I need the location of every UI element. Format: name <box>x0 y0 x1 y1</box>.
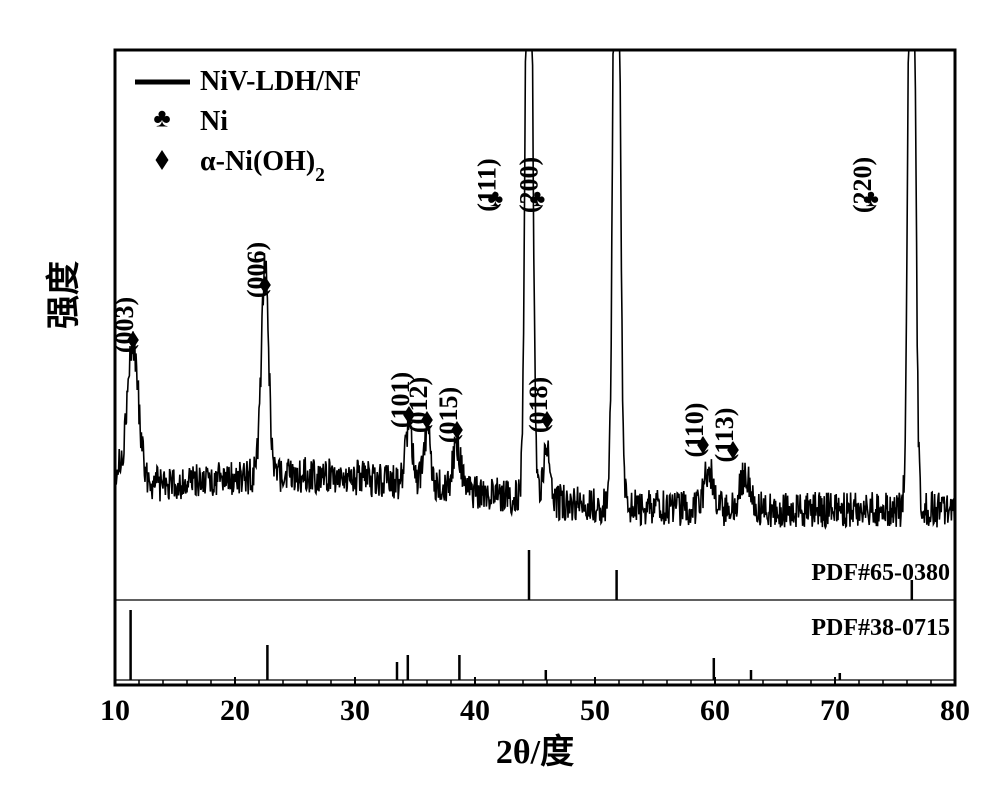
peak-label: (003) <box>110 297 139 353</box>
club-icon: ♣ <box>153 103 170 133</box>
x-tick-label: 30 <box>340 694 370 727</box>
xrd-chart: 10 20 30 40 50 60 70 80 2θ/度 强度 PDF#65-0380 PDF#38-… <box>20 20 980 789</box>
peak-label: (015) <box>434 387 463 443</box>
x-tick-label: 80 <box>940 694 970 727</box>
y-axis-label: 强度 <box>45 261 83 329</box>
peak-label: (012) <box>404 377 433 433</box>
x-tick-label: 70 <box>820 694 850 727</box>
legend-label: NiV-LDH/NF <box>200 66 361 97</box>
x-tick-label: 60 <box>700 694 730 727</box>
legend-label: Ni <box>200 106 228 137</box>
pdf-card-label: PDF#38-0715 <box>811 615 950 641</box>
peak-label: (220) <box>848 157 877 213</box>
peak-label: (006) <box>242 242 271 298</box>
x-tick-label: 10 <box>100 694 130 727</box>
peak-label: (110) <box>680 403 709 458</box>
peak-label: (018) <box>524 377 553 433</box>
x-tick-label: 50 <box>580 694 610 727</box>
peak-label: (200) <box>514 157 543 213</box>
xrd-trace <box>115 50 955 528</box>
x-axis-label: 2θ/度 <box>496 733 574 771</box>
legend-label: α-Ni(OH)2 <box>200 146 325 186</box>
pdf-card-label: PDF#65-0380 <box>811 560 950 586</box>
x-tick-label: 20 <box>220 694 250 727</box>
peak-label: (113) <box>710 408 739 463</box>
x-tick-label: 40 <box>460 694 490 727</box>
peak-label: (111) <box>472 158 501 211</box>
chart-svg: 10 20 30 40 50 60 70 80 2θ/度 强度 PDF#65-0380 PDF#38-… <box>20 20 980 789</box>
diamond-icon <box>156 150 169 170</box>
